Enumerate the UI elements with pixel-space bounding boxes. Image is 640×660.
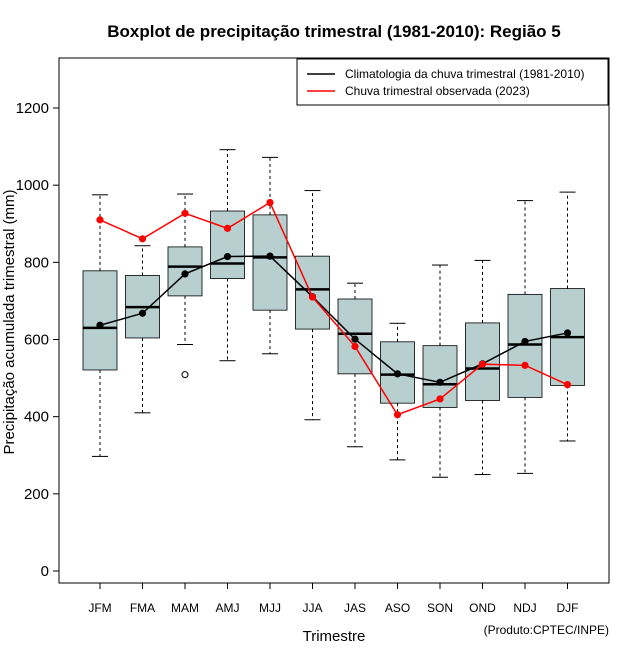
point-climatology-mam bbox=[181, 270, 189, 278]
x-tick-label-jas: JAS bbox=[344, 601, 366, 615]
box-mjj bbox=[252, 156, 288, 355]
box-aso bbox=[380, 322, 415, 461]
point-observed-jas bbox=[351, 342, 359, 351]
point-observed-mam bbox=[181, 209, 189, 217]
box-fma bbox=[125, 245, 160, 414]
box-jja bbox=[295, 190, 330, 421]
x-axis-title: Trimestre bbox=[303, 628, 366, 645]
point-climatology-jfm bbox=[96, 321, 104, 329]
x-tick-label-ndj: NDJ bbox=[513, 601, 536, 615]
box-djf bbox=[550, 191, 585, 442]
x-tick-label-ond: OND bbox=[469, 601, 496, 615]
x-tick-label-aso: ASO bbox=[385, 601, 410, 615]
point-climatology-ndj bbox=[521, 337, 529, 346]
point-climatology-son bbox=[436, 378, 444, 386]
point-climatology-fma bbox=[138, 309, 147, 317]
y-tick-label-600: 600 bbox=[24, 332, 49, 349]
y-tick-label-200: 200 bbox=[24, 486, 49, 503]
outlier-mam-0 bbox=[181, 371, 189, 379]
point-climatology-amj bbox=[223, 252, 232, 261]
y-tick-label-400: 400 bbox=[24, 409, 49, 426]
x-tick-label-djf: DJF bbox=[557, 601, 579, 615]
y-axis: 0 200 400 600 800 1000 1200 bbox=[16, 100, 59, 580]
legend-label-observed: Chuva trimestral observada (2023) bbox=[345, 84, 530, 98]
point-climatology-aso bbox=[393, 370, 402, 378]
x-tick-label-amj: AMJ bbox=[216, 601, 240, 615]
credit-text: (Produto:CPTEC/INPE) bbox=[484, 623, 609, 637]
box-rect-mjj bbox=[252, 214, 288, 311]
point-observed-jfm bbox=[96, 216, 104, 224]
box-rect-ndj bbox=[507, 293, 543, 398]
legend-label-climatology: Climatologia da chuva trimestral (1981-2… bbox=[345, 67, 584, 81]
x-tick-label-fma: FMA bbox=[130, 601, 155, 615]
box-rect-jfm bbox=[82, 270, 118, 371]
point-observed-djf bbox=[563, 381, 572, 389]
y-axis-title: Precipitação acumulada trimestral (mm) bbox=[1, 189, 18, 454]
boxes bbox=[82, 149, 585, 478]
x-tick-label-mjj: MJJ bbox=[259, 601, 281, 615]
point-observed-aso bbox=[393, 411, 402, 419]
box-jas bbox=[337, 282, 373, 448]
box-ndj bbox=[507, 200, 543, 474]
x-axis: JFM FMA MAM AMJ MJJ JJA JAS ASO SON OND NDJ DJF bbox=[88, 583, 579, 615]
y-tick-label-1000: 1000 bbox=[16, 177, 49, 194]
point-observed-jja bbox=[308, 293, 317, 301]
x-tick-label-jfm: JFM bbox=[88, 601, 111, 615]
legend-box bbox=[296, 58, 609, 106]
chart-title: Boxplot de precipitação trimestral (1981… bbox=[107, 22, 561, 41]
box-rect-jas bbox=[337, 298, 373, 375]
legend: Climatologia da chuva trimestral (1981-2… bbox=[296, 58, 609, 106]
point-observed-ndj bbox=[521, 361, 529, 369]
point-observed-mjj bbox=[266, 198, 274, 207]
y-tick-label-0: 0 bbox=[41, 563, 49, 580]
x-tick-label-mam: MAM bbox=[171, 601, 199, 615]
series-lines bbox=[96, 198, 572, 419]
series-line-climatology bbox=[99, 255, 568, 384]
plot-frame bbox=[58, 57, 610, 584]
box-rect-jja bbox=[295, 255, 330, 330]
point-observed-ond bbox=[478, 360, 487, 368]
series-line-observed bbox=[99, 201, 568, 416]
point-observed-son bbox=[436, 395, 444, 403]
x-tick-label-jja: JJA bbox=[302, 601, 322, 615]
point-climatology-mjj bbox=[266, 252, 274, 260]
point-climatology-djf bbox=[563, 329, 572, 337]
x-tick-label-son: SON bbox=[427, 601, 453, 615]
point-observed-amj bbox=[223, 224, 232, 232]
point-climatology-jas bbox=[351, 335, 359, 343]
y-tick-label-1200: 1200 bbox=[16, 100, 49, 117]
box-son bbox=[422, 264, 458, 478]
point-observed-fma bbox=[138, 235, 147, 243]
y-tick-label-800: 800 bbox=[24, 254, 49, 271]
